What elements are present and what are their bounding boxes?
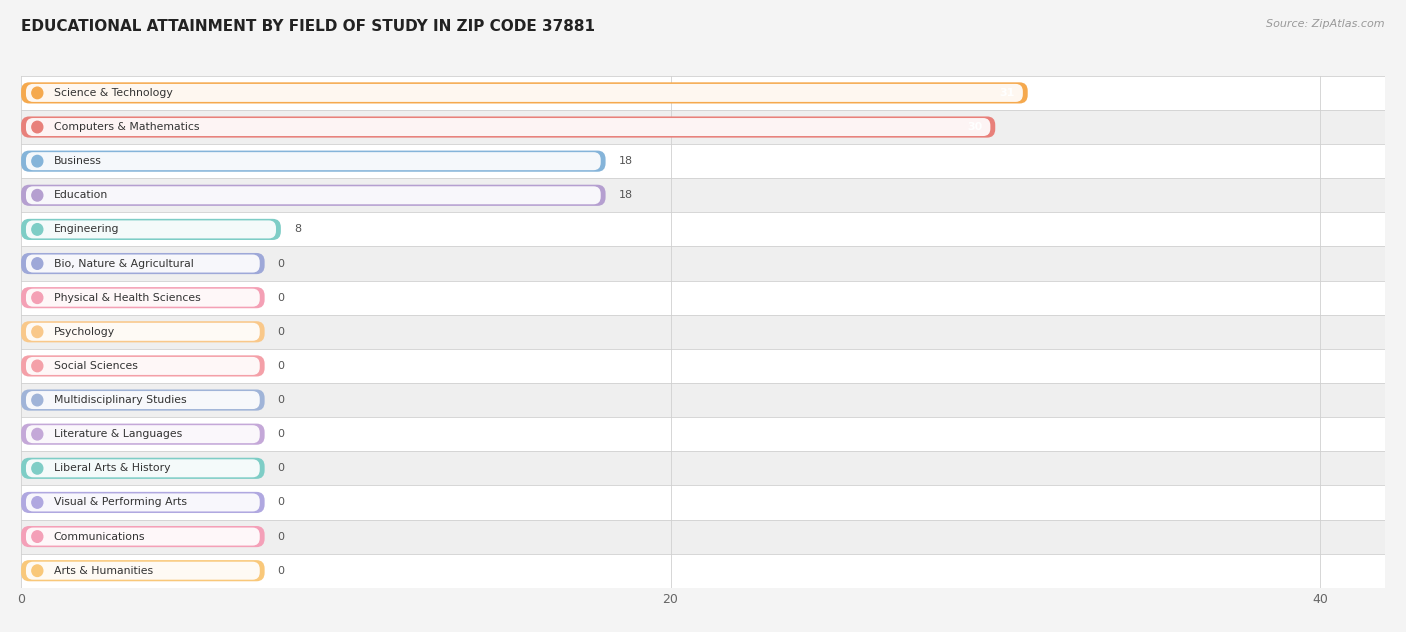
FancyBboxPatch shape [25,562,260,580]
FancyBboxPatch shape [21,417,1385,451]
Text: Arts & Humanities: Arts & Humanities [53,566,153,576]
Text: 0: 0 [277,258,284,269]
Circle shape [32,224,42,235]
Text: 0: 0 [277,463,284,473]
FancyBboxPatch shape [25,152,600,170]
Circle shape [32,87,42,99]
Text: 0: 0 [277,395,284,405]
FancyBboxPatch shape [21,150,606,172]
FancyBboxPatch shape [21,219,281,240]
Text: Communications: Communications [53,532,145,542]
Circle shape [32,190,42,201]
Circle shape [32,326,42,337]
FancyBboxPatch shape [25,323,260,341]
Circle shape [32,292,42,303]
Text: 0: 0 [277,327,284,337]
FancyBboxPatch shape [25,118,990,136]
Circle shape [32,531,42,542]
FancyBboxPatch shape [21,281,1385,315]
FancyBboxPatch shape [25,459,260,477]
Text: Physical & Health Sciences: Physical & Health Sciences [53,293,200,303]
Text: Psychology: Psychology [53,327,115,337]
FancyBboxPatch shape [21,116,995,138]
FancyBboxPatch shape [21,185,606,206]
Text: Social Sciences: Social Sciences [53,361,138,371]
Text: Source: ZipAtlas.com: Source: ZipAtlas.com [1267,19,1385,29]
Circle shape [32,428,42,440]
FancyBboxPatch shape [21,485,1385,520]
Circle shape [32,155,42,167]
FancyBboxPatch shape [21,110,1385,144]
Text: Bio, Nature & Agricultural: Bio, Nature & Agricultural [53,258,193,269]
FancyBboxPatch shape [21,76,1385,110]
FancyBboxPatch shape [25,255,260,272]
FancyBboxPatch shape [21,520,1385,554]
FancyBboxPatch shape [21,82,1028,104]
FancyBboxPatch shape [25,391,260,409]
FancyBboxPatch shape [25,494,260,511]
FancyBboxPatch shape [21,349,1385,383]
FancyBboxPatch shape [21,423,264,445]
Text: 0: 0 [277,566,284,576]
Text: 31: 31 [1000,88,1015,98]
FancyBboxPatch shape [21,554,1385,588]
FancyBboxPatch shape [21,178,1385,212]
FancyBboxPatch shape [21,315,1385,349]
Text: 0: 0 [277,497,284,507]
Text: Education: Education [53,190,108,200]
Text: 30: 30 [967,122,983,132]
Text: Business: Business [53,156,101,166]
FancyBboxPatch shape [21,526,264,547]
Text: 18: 18 [619,156,633,166]
FancyBboxPatch shape [25,425,260,443]
Text: Liberal Arts & History: Liberal Arts & History [53,463,170,473]
Text: EDUCATIONAL ATTAINMENT BY FIELD OF STUDY IN ZIP CODE 37881: EDUCATIONAL ATTAINMENT BY FIELD OF STUDY… [21,19,595,34]
FancyBboxPatch shape [21,492,264,513]
FancyBboxPatch shape [21,451,1385,485]
FancyBboxPatch shape [21,560,264,581]
Circle shape [32,565,42,576]
FancyBboxPatch shape [25,357,260,375]
FancyBboxPatch shape [25,186,600,204]
FancyBboxPatch shape [21,287,264,308]
FancyBboxPatch shape [21,253,264,274]
Circle shape [32,497,42,508]
Text: 0: 0 [277,429,284,439]
FancyBboxPatch shape [21,458,264,479]
FancyBboxPatch shape [25,221,276,238]
FancyBboxPatch shape [21,389,264,411]
FancyBboxPatch shape [21,355,264,377]
Text: 8: 8 [294,224,301,234]
FancyBboxPatch shape [25,528,260,545]
Text: 0: 0 [277,293,284,303]
Text: Visual & Performing Arts: Visual & Performing Arts [53,497,187,507]
Circle shape [32,360,42,372]
Text: Science & Technology: Science & Technology [53,88,173,98]
Text: Engineering: Engineering [53,224,120,234]
Circle shape [32,258,42,269]
Circle shape [32,394,42,406]
FancyBboxPatch shape [21,212,1385,246]
FancyBboxPatch shape [21,383,1385,417]
FancyBboxPatch shape [25,289,260,307]
Text: Literature & Languages: Literature & Languages [53,429,181,439]
FancyBboxPatch shape [21,144,1385,178]
Circle shape [32,463,42,474]
Text: 18: 18 [619,190,633,200]
FancyBboxPatch shape [21,321,264,343]
FancyBboxPatch shape [25,84,1022,102]
Text: 0: 0 [277,532,284,542]
Text: Multidisciplinary Studies: Multidisciplinary Studies [53,395,186,405]
Circle shape [32,121,42,133]
FancyBboxPatch shape [21,246,1385,281]
Text: 0: 0 [277,361,284,371]
Text: Computers & Mathematics: Computers & Mathematics [53,122,200,132]
